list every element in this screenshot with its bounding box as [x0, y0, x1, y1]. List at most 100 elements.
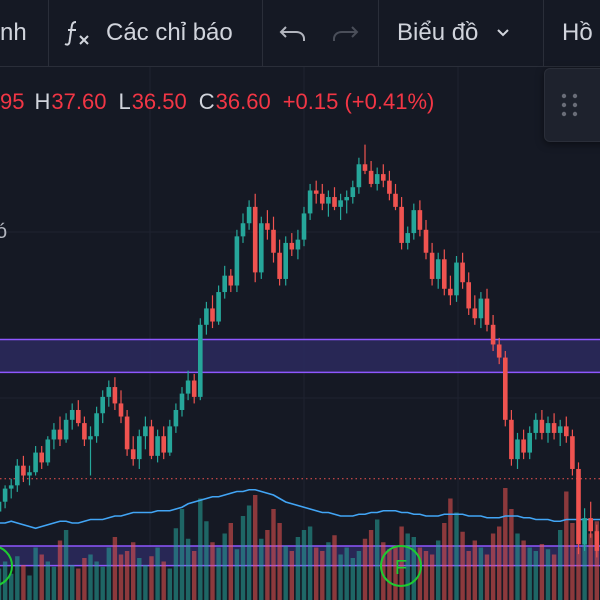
candle-body	[283, 242, 288, 279]
candle-body	[490, 324, 496, 345]
volume-bar	[490, 533, 496, 600]
candle-body	[265, 223, 270, 230]
toolbar-divider	[543, 0, 544, 66]
candle-body	[161, 436, 166, 453]
candle-body	[82, 423, 87, 440]
candle-body	[234, 236, 240, 286]
drag-handle-icon[interactable]	[559, 91, 581, 124]
toolbar-partial-button-left[interactable]: nh	[0, 0, 27, 66]
event-marker-circle	[380, 545, 422, 587]
candle-body	[399, 206, 404, 243]
candle-body	[69, 409, 75, 420]
indicators-button[interactable]: Các chỉ báo	[62, 0, 233, 66]
candle-body	[362, 164, 368, 171]
volume-bar	[442, 523, 447, 600]
chart-type-dropdown[interactable]: Biểu đồ	[397, 0, 512, 66]
volume-moving-average	[0, 488, 600, 530]
candle-body	[76, 409, 81, 424]
candle-body	[320, 193, 325, 204]
candle-body	[240, 223, 246, 237]
volume-bar	[259, 538, 264, 600]
toolbar-divider	[48, 0, 49, 66]
volume-ma-line	[0, 488, 600, 530]
candle-body	[350, 187, 356, 198]
grid-lines	[0, 66, 600, 600]
volume-bar	[558, 530, 563, 600]
floating-panel[interactable]	[544, 68, 600, 142]
candle-body	[130, 449, 136, 460]
volume-bar	[21, 565, 26, 600]
volume-bar	[295, 537, 301, 600]
candle-body	[332, 197, 337, 207]
candle-body	[405, 233, 410, 243]
candle-body	[417, 210, 423, 230]
candle-body	[448, 288, 453, 296]
volume-bar	[582, 540, 587, 600]
candle-body	[496, 344, 502, 358]
volume-bars	[0, 488, 599, 600]
toolbar-divider	[378, 0, 379, 66]
candle-body	[539, 419, 545, 433]
volume-bar	[497, 526, 502, 600]
candle-body	[45, 439, 51, 463]
indicators-label: Các chỉ báo	[106, 19, 233, 46]
toolbar-partial-button-right[interactable]: Hồ	[562, 0, 593, 66]
volume-bar	[179, 509, 185, 600]
volume-bar	[9, 573, 14, 600]
legend-change-value: +0.15 (+0.41%)	[282, 89, 435, 114]
volume-bar	[375, 519, 380, 600]
zone-rect	[0, 339, 600, 373]
candle-body	[27, 472, 32, 476]
candle-body	[582, 518, 587, 545]
candle-body	[551, 423, 557, 433]
legend-close-key: C	[198, 89, 215, 114]
volume-bar	[143, 565, 148, 600]
undo-button[interactable]	[278, 0, 308, 66]
candle-body	[344, 197, 349, 201]
volume-bar	[521, 540, 526, 600]
candle-body	[228, 275, 234, 286]
event-markers[interactable]: F	[0, 545, 422, 587]
candle-body	[356, 164, 362, 188]
event-marker-circle	[0, 546, 13, 586]
volume-bar	[289, 551, 294, 600]
candle-body	[39, 452, 44, 463]
volume-bar	[210, 542, 215, 600]
volume-bar	[570, 523, 575, 600]
volume-bar	[88, 554, 93, 600]
candle-body	[167, 426, 173, 453]
redo-button[interactable]	[330, 0, 360, 66]
volume-bar	[94, 561, 99, 600]
event-marker-label: F	[395, 557, 407, 579]
volume-bar	[326, 542, 331, 600]
candle-body	[252, 206, 258, 273]
volume-bar	[57, 540, 63, 600]
candle-body	[393, 193, 398, 207]
candle-body	[51, 429, 57, 440]
candle-body	[338, 200, 343, 207]
volume-bar	[551, 554, 557, 600]
volume-bar	[387, 549, 392, 600]
volume-bar	[149, 556, 154, 600]
chevron-down-icon	[494, 24, 512, 42]
candle-body	[124, 416, 130, 450]
volume-bar	[576, 547, 581, 600]
candle-body	[466, 282, 471, 309]
volume-bar	[137, 558, 142, 600]
volume-bar	[118, 554, 124, 600]
undo-icon	[278, 18, 308, 48]
legend-high-key: H	[34, 89, 51, 114]
candle-body	[484, 298, 490, 325]
volume-bar	[100, 566, 105, 600]
volume-bar	[76, 568, 81, 600]
volume-bar	[588, 533, 593, 600]
toolbar-partial-label-right: Hồ	[562, 19, 593, 46]
volume-bar	[277, 523, 282, 600]
volume-bar	[234, 549, 240, 600]
legend-open-value: 95	[0, 89, 25, 114]
volume-bar	[307, 526, 313, 600]
volume-bar	[51, 566, 57, 600]
candle-body	[149, 426, 154, 456]
volume-bar	[405, 533, 410, 600]
